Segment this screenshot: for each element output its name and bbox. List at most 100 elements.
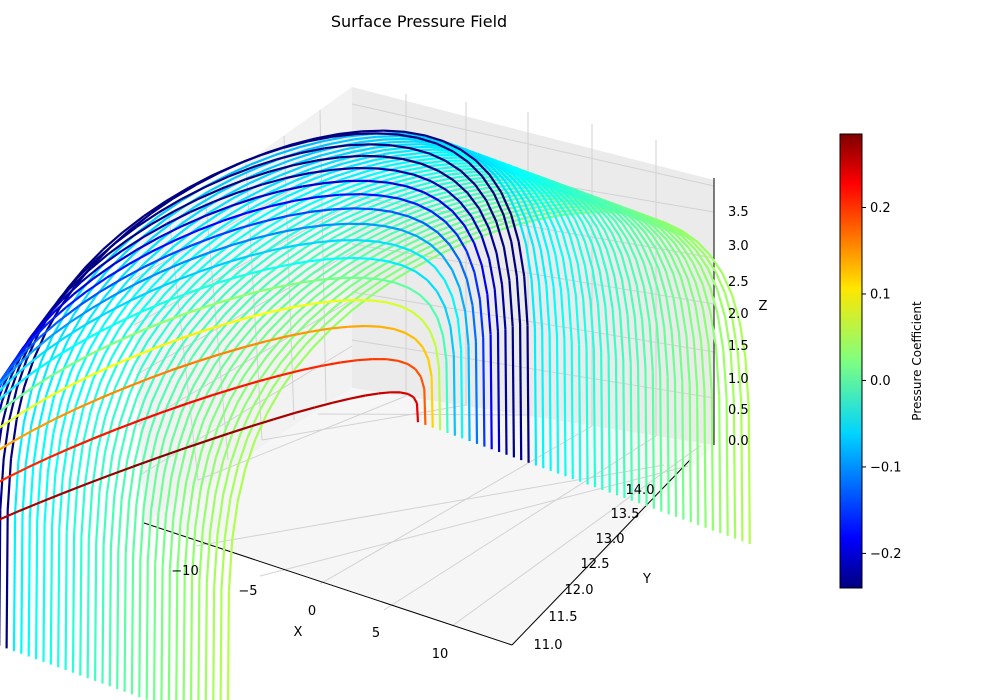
surface-segment [95,491,101,543]
surface-segment [524,219,535,247]
surface-segment [700,341,706,391]
surface-segment [518,170,536,184]
surface-segment [143,222,168,238]
surface-segment [172,479,180,519]
surface-segment [278,185,303,193]
surface-segment [194,487,202,527]
surface-segment [145,561,149,700]
surface-segment [456,318,463,350]
surface-segment [68,270,89,290]
surface-segment [607,354,611,493]
surface-segment [150,471,158,511]
z-tick-label: 2.0 [728,307,749,322]
surface-segment [0,370,9,385]
surface-segment [37,395,48,429]
surface-segment [467,151,484,165]
surface-segment [731,319,740,355]
surface-segment [374,217,399,231]
surface-segment [166,226,189,245]
surface-segment [389,160,414,167]
surface-segment [539,249,548,285]
surface-segment [128,367,143,395]
surface-segment [213,191,239,203]
surface-segment [615,211,631,227]
surface-segment [375,167,396,172]
surface-segment [407,363,417,371]
surface-segment [225,182,250,197]
surface-segment [694,281,705,310]
surface-segment [135,262,156,284]
surface-segment [483,207,508,217]
surface-segment [70,306,93,323]
surface-segment [33,417,56,431]
z-tick-label: 3.0 [728,239,749,254]
surface-segment [495,176,510,196]
surface-segment [144,254,169,268]
surface-segment [606,273,614,309]
surface-segment [709,255,724,275]
surface-segment [231,405,246,432]
surface-segment [162,297,182,320]
surface-segment [662,251,675,275]
surface-segment [94,242,117,261]
y-axis-label: Y [642,572,651,587]
surface-segment [541,184,557,200]
surface-segment [729,352,735,402]
surface-segment [284,140,309,149]
surface-segment [139,507,145,559]
surface-segment [665,238,680,258]
surface-segment [371,256,396,273]
surface-segment [265,389,282,415]
surface-segment [474,341,479,444]
surface-segment [6,458,13,511]
x-axis-label: X [294,625,303,640]
surface-segment [126,395,139,426]
surface-segment [280,341,300,364]
surface-segment [14,350,34,369]
surface-segment [108,465,134,477]
surface-segment [193,281,219,292]
surface-segment [76,444,84,484]
surface-segment [88,324,105,350]
surface-segment [245,303,266,324]
surface-segment [551,210,564,234]
surface-segment [312,327,333,349]
surface-segment [102,493,108,546]
surface-segment [79,537,83,676]
surface-segment [577,206,591,226]
surface-segment [442,224,468,236]
surface-segment [234,274,257,295]
surface-segment [161,515,167,567]
surface-segment [58,477,64,530]
surface-segment [229,433,242,464]
surface-segment [629,363,633,501]
surface-segment [147,292,167,315]
surface-segment [0,400,4,414]
surface-segment [28,376,50,391]
surface-segment [302,278,325,284]
surface-segment [87,488,94,540]
surface-segment [30,392,41,426]
surface-segment [211,386,237,397]
surface-segment [657,292,666,328]
surface-segment [338,130,363,136]
surface-segment [151,220,175,239]
surface-segment [276,201,302,216]
surface-segment [416,252,442,267]
surface-segment [223,295,244,316]
surface-segment [502,214,513,243]
surface-segment [563,192,579,208]
surface-segment [7,365,27,383]
surface-segment [227,348,246,372]
surface-segment [174,228,200,242]
surface-segment [473,242,483,266]
surface-segment [604,305,610,356]
surface-segment [213,316,233,339]
surface-segment [83,446,92,486]
surface-segment [337,203,362,217]
surface-segment [583,240,594,269]
surface-segment [511,326,515,458]
surface-segment [457,164,480,168]
surface-segment [481,156,499,170]
surface-segment [435,142,454,153]
